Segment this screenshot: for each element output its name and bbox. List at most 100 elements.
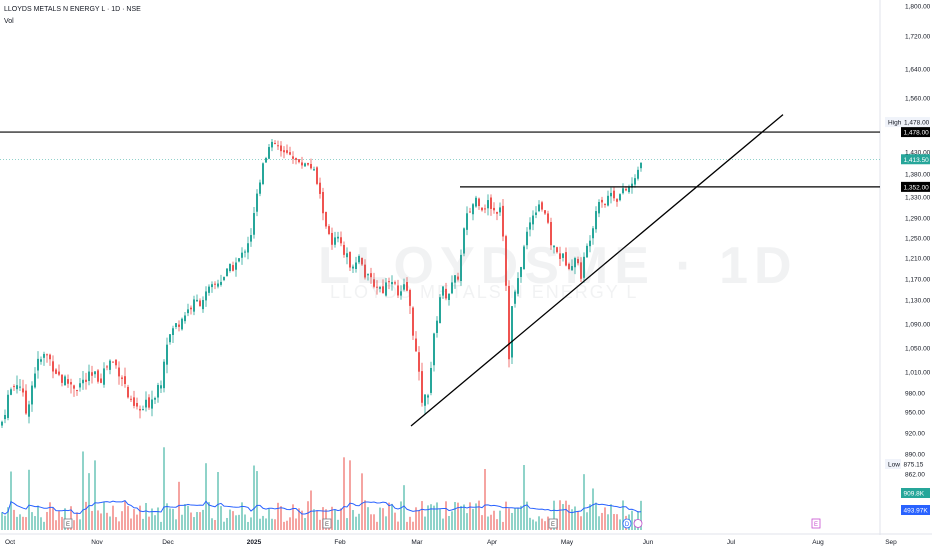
volume-bar bbox=[142, 518, 144, 530]
candle-body bbox=[592, 228, 594, 239]
candle-body bbox=[166, 344, 168, 365]
volume-bar bbox=[97, 510, 99, 530]
candle-body bbox=[523, 246, 525, 270]
volume-bar bbox=[349, 460, 351, 530]
volume-bar bbox=[517, 507, 519, 530]
volume-bar bbox=[469, 502, 471, 530]
volume-bar bbox=[196, 512, 198, 530]
x-tick-label: Jun bbox=[643, 539, 654, 546]
candle-body bbox=[496, 211, 498, 214]
volume-bar bbox=[436, 502, 438, 530]
volume-bar bbox=[373, 514, 375, 530]
price-badge-label: 493.97K bbox=[904, 508, 929, 515]
volume-bar bbox=[376, 521, 378, 530]
candle-body bbox=[412, 307, 414, 336]
candle-body bbox=[595, 211, 597, 230]
candle-body bbox=[190, 307, 192, 310]
candle-body bbox=[520, 267, 522, 277]
candle-body bbox=[640, 162, 642, 169]
volume-bar bbox=[538, 516, 540, 530]
candle-body bbox=[7, 394, 9, 418]
candle-body bbox=[577, 259, 579, 264]
candle-body bbox=[67, 379, 69, 384]
low-tag-title: Low bbox=[888, 462, 900, 469]
volume-bar bbox=[334, 509, 336, 530]
y-tick-label: 1,640.00 bbox=[905, 67, 931, 74]
candle-body bbox=[130, 398, 132, 400]
volume-bar bbox=[274, 519, 276, 530]
candle-body bbox=[502, 205, 504, 237]
candle-body bbox=[343, 244, 345, 255]
volume-bar bbox=[379, 507, 381, 530]
y-tick-label: 1,090.00 bbox=[905, 322, 931, 329]
volume-bar bbox=[247, 521, 249, 530]
volume-bar bbox=[439, 509, 441, 530]
volume-bar bbox=[238, 514, 240, 530]
candle-body bbox=[424, 394, 426, 406]
volume-bar bbox=[268, 508, 270, 530]
volume-bar bbox=[127, 506, 129, 530]
volume-bar bbox=[292, 504, 294, 530]
volume-bar bbox=[421, 501, 423, 530]
candle-body bbox=[622, 188, 624, 194]
volume-bar bbox=[316, 510, 318, 530]
volume-bar bbox=[340, 508, 342, 530]
y-tick-label: 1,050.00 bbox=[905, 346, 931, 353]
volume-bar bbox=[547, 516, 549, 530]
volume-bar bbox=[604, 507, 606, 530]
volume-bar bbox=[475, 503, 477, 530]
candle-body bbox=[238, 258, 240, 262]
candle-body bbox=[367, 274, 369, 276]
candle-body bbox=[112, 361, 114, 363]
candle-body bbox=[157, 384, 159, 398]
candle-body bbox=[115, 359, 117, 366]
candle-body bbox=[178, 324, 180, 327]
candle-body bbox=[52, 361, 54, 372]
candle-body bbox=[406, 282, 408, 291]
candle-body bbox=[19, 386, 21, 388]
volume-bar bbox=[487, 516, 489, 530]
price-badge bbox=[901, 181, 930, 192]
y-tick-label: 1,380.00 bbox=[905, 172, 931, 179]
price-badge bbox=[901, 488, 930, 498]
event-marker bbox=[63, 518, 73, 529]
candle-body bbox=[340, 237, 342, 244]
candle-body bbox=[211, 284, 213, 288]
trendline bbox=[410, 114, 784, 427]
volume-bar bbox=[259, 518, 261, 530]
volume-bar bbox=[595, 502, 597, 530]
volume-bar bbox=[589, 504, 591, 530]
candle-body bbox=[43, 353, 45, 358]
candle-body bbox=[160, 385, 162, 389]
candle-body bbox=[385, 282, 387, 296]
volume-bar bbox=[61, 516, 63, 530]
volume-bar bbox=[232, 511, 234, 530]
volume-bar bbox=[181, 514, 183, 530]
volume-bar bbox=[52, 507, 54, 530]
candle-body bbox=[163, 361, 165, 389]
candle-body bbox=[220, 281, 222, 285]
volume-bar bbox=[463, 504, 465, 530]
y-tick-label: 1,250.00 bbox=[905, 236, 931, 243]
event-marker-label: E bbox=[325, 522, 329, 528]
candle-body bbox=[94, 371, 96, 375]
volume-bar bbox=[130, 518, 132, 530]
price-badge bbox=[901, 127, 930, 138]
candle-body bbox=[235, 262, 237, 270]
candle-body bbox=[100, 378, 102, 383]
candle-body bbox=[625, 188, 627, 191]
volume-bar bbox=[553, 500, 555, 530]
volume-bar bbox=[337, 519, 339, 530]
candle-body bbox=[4, 414, 6, 420]
event-markers: E E E ED bbox=[63, 518, 821, 529]
candle-body bbox=[61, 374, 63, 383]
volume-bar bbox=[577, 511, 579, 530]
candle-body bbox=[439, 297, 441, 324]
volume-bar bbox=[277, 502, 279, 530]
volume-bar bbox=[490, 514, 492, 530]
volume-bar bbox=[34, 516, 36, 530]
candle-body bbox=[583, 256, 585, 278]
candle-body bbox=[199, 300, 201, 307]
volume-bar bbox=[616, 514, 618, 530]
candle-body bbox=[181, 318, 183, 330]
